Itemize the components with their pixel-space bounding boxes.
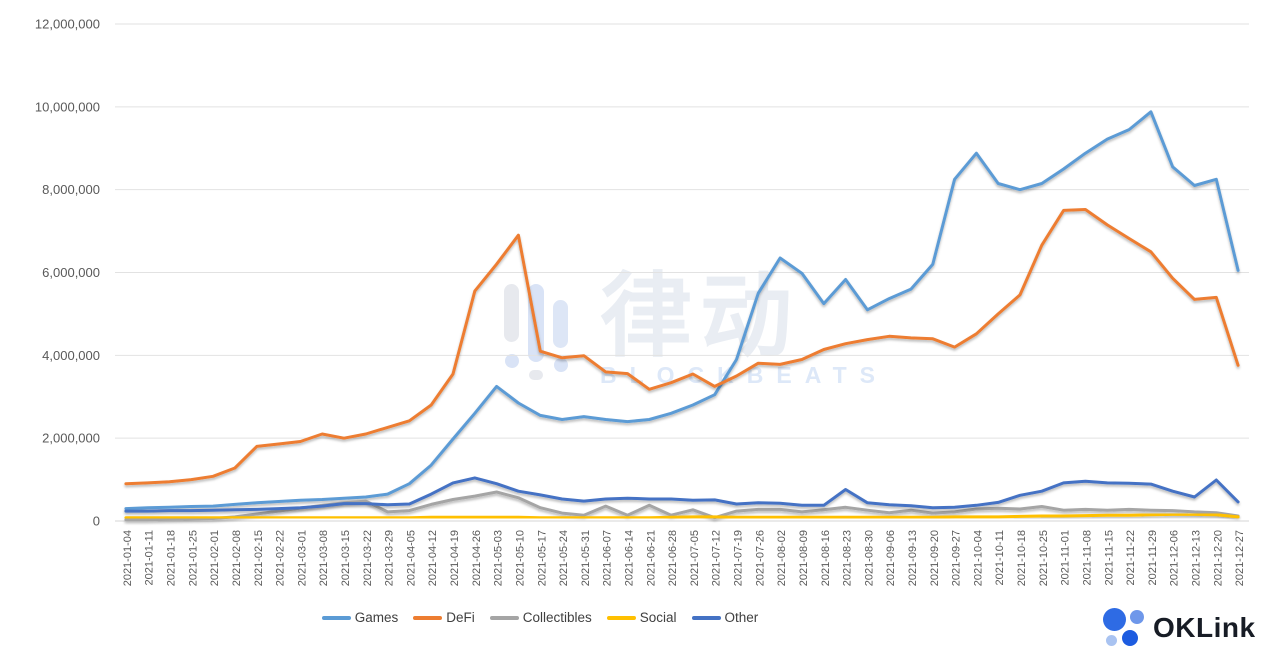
x-axis-tick-label: 2021-06-21 (645, 530, 657, 586)
x-axis-tick-label: 2021-02-22 (275, 530, 287, 586)
x-axis-tick-label: 2021-04-12 (427, 530, 439, 586)
x-axis-tick-label: 2021-10-25 (1038, 530, 1050, 586)
x-axis-tick-label: 2021-02-15 (253, 530, 265, 586)
x-axis-tick-label: 2021-04-26 (471, 530, 483, 586)
x-axis-tick-label: 2021-08-09 (798, 530, 810, 586)
x-axis-tick-label: 2021-01-11 (144, 530, 156, 585)
x-axis-tick-label: 2021-03-08 (318, 530, 330, 586)
legend-swatch-icon (321, 615, 351, 620)
x-axis-tick-label: 2021-12-27 (1234, 530, 1246, 586)
x-axis-tick-label: 2021-02-08 (231, 530, 243, 586)
legend-swatch-icon (691, 615, 721, 620)
x-axis-tick-label: 2021-08-16 (820, 530, 832, 586)
x-axis-tick-label: 2021-02-01 (209, 530, 221, 586)
x-axis-tick-label: 2021-06-14 (623, 530, 635, 586)
x-axis-tick-label: 2021-11-22 (1125, 530, 1137, 585)
x-axis-tick-label: 2021-05-24 (558, 530, 570, 586)
x-axis-tick-label: 2021-10-11 (994, 530, 1006, 585)
y-axis-tick-label: 2,000,000 (42, 431, 100, 446)
legend-label: Games (354, 610, 399, 625)
x-axis-tick-label: 2021-03-15 (340, 530, 352, 586)
x-axis-tick-label: 2021-10-18 (1016, 530, 1028, 586)
logo-circle-icon (1122, 630, 1138, 646)
y-axis-tick-label: 10,000,000 (35, 99, 100, 114)
x-axis-tick-label: 2021-11-15 (1103, 530, 1115, 585)
oklink-logo: OKLink (1103, 607, 1256, 649)
x-axis-tick-label: 2021-04-05 (405, 530, 417, 586)
legend-item-social: Social (606, 610, 677, 625)
y-axis-tick-label: 4,000,000 (42, 348, 100, 363)
x-axis-tick-label: 2021-09-06 (885, 530, 897, 586)
x-axis-tick-label: 2021-05-31 (580, 530, 592, 586)
legend-label: Collectibles (522, 610, 592, 625)
x-axis-tick-label: 2021-05-10 (514, 530, 526, 586)
series-line-social (124, 512, 1240, 520)
x-axis-tick-label: 2021-08-30 (863, 530, 875, 586)
x-axis-tick-label: 2021-01-04 (122, 530, 134, 586)
x-axis-tick-label: 2021-03-29 (384, 530, 396, 586)
x-axis-tick-label: 2021-08-23 (842, 530, 854, 586)
x-axis-tick-label: 2021-07-26 (754, 530, 766, 586)
x-axis-tick-label: 2021-07-05 (689, 530, 701, 586)
x-axis-tick-label: 2021-07-19 (733, 530, 745, 586)
y-axis-tick-label: 12,000,000 (35, 17, 100, 32)
legend-swatch-icon (606, 615, 636, 620)
legend-item-defi: DeFi (413, 610, 475, 625)
x-axis-tick-label: 2021-12-20 (1212, 530, 1224, 586)
logo-circle-icon (1130, 610, 1144, 624)
x-axis-tick-label: 2021-09-20 (929, 530, 941, 586)
x-axis-tick-label: 2021-03-01 (296, 530, 308, 586)
x-axis-tick-label: 2021-11-08 (1081, 530, 1093, 585)
legend-swatch-icon (413, 615, 443, 620)
y-axis-tick-label: 6,000,000 (42, 265, 100, 280)
x-axis-tick-label: 2021-08-02 (776, 530, 788, 586)
x-axis-tick-label: 2021-05-03 (493, 530, 505, 586)
legend: Games DeFi Collectibles Social Other (0, 610, 1080, 625)
legend-swatch-icon (489, 615, 519, 620)
x-axis-tick-label: 2021-09-27 (951, 530, 963, 586)
series-line-games (124, 110, 1240, 511)
x-axis-tick-label: 2021-03-22 (362, 530, 374, 586)
x-axis-tick-label: 2021-11-29 (1147, 530, 1159, 585)
x-axis-tick-label: 2021-07-12 (711, 530, 723, 586)
x-axis-tick-label: 2021-10-04 (972, 530, 984, 586)
legend-item-other: Other (691, 610, 759, 625)
oklink-brand-text: OKLink (1153, 612, 1256, 643)
x-axis-tick-label: 2021-01-18 (166, 530, 178, 586)
legend-item-games: Games (321, 610, 399, 625)
legend-item-collectibles: Collectibles (489, 610, 592, 625)
x-axis-tick-label: 2021-12-06 (1169, 530, 1181, 586)
series-line-other (124, 476, 1240, 513)
logo-circle-icon (1106, 635, 1117, 646)
series-line-defi (124, 208, 1240, 486)
legend-label: Social (639, 610, 677, 625)
x-axis-tick-label: 2021-09-13 (907, 530, 919, 586)
legend-label: DeFi (446, 610, 475, 625)
x-axis-tick-label: 2021-06-28 (667, 530, 679, 586)
y-axis-tick-label: 8,000,000 (42, 182, 100, 197)
legend-label: Other (724, 610, 759, 625)
x-axis-tick-label: 2021-04-19 (449, 530, 461, 586)
x-axis-tick-label: 2021-12-13 (1190, 530, 1202, 586)
x-axis-tick-label: 2021-11-01 (1060, 530, 1072, 585)
x-axis-tick-label: 2021-01-25 (187, 530, 199, 586)
oklink-logo-icon (1103, 607, 1147, 649)
logo-circle-icon (1103, 608, 1126, 631)
y-axis-tick-label: 0 (93, 514, 100, 529)
x-axis-tick-label: 2021-06-07 (602, 530, 614, 586)
x-axis-tick-label: 2021-05-17 (536, 530, 548, 586)
